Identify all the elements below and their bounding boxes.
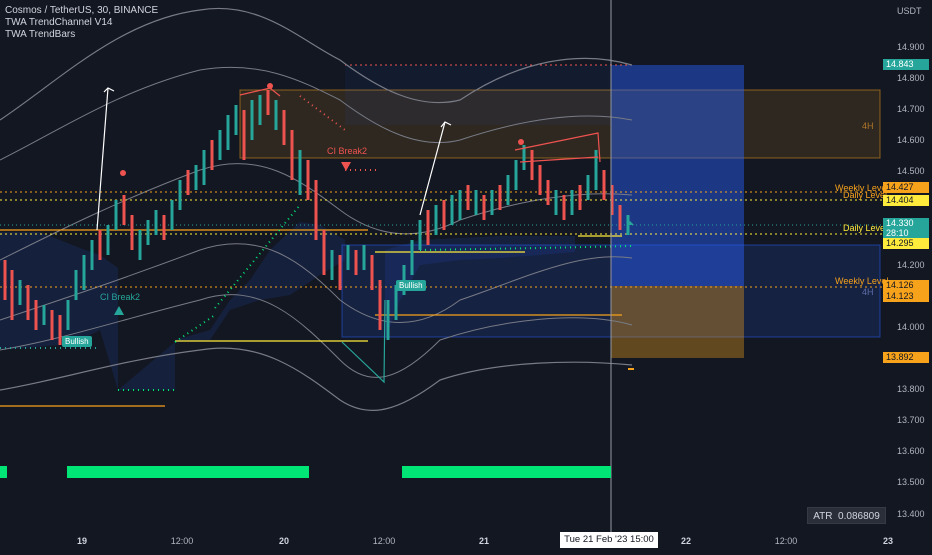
- crosshair-time-label: Tue 21 Feb '23 15:00: [560, 532, 658, 548]
- price-tag: 14.427: [883, 182, 929, 193]
- time-tick: 12:00: [774, 536, 798, 546]
- time-tick: 12:00: [372, 536, 396, 546]
- price-tag: 14.330: [883, 218, 929, 229]
- time-tick: 21: [478, 536, 490, 546]
- atr-indicator[interactable]: ATR 0.086809: [807, 507, 886, 524]
- trend-bar: [67, 466, 309, 478]
- daily-level-label: Daily Level: [843, 190, 888, 200]
- price-tag: 14.295: [883, 238, 929, 249]
- trend-bar: [402, 466, 611, 478]
- price-tick: 14.800: [897, 73, 925, 84]
- bullish-badge: Bullish: [396, 280, 426, 291]
- indicator-trendchannel[interactable]: TWA TrendChannel V14: [5, 17, 113, 28]
- price-tick: 14.900: [897, 42, 925, 52]
- channel-upper-inner: [0, 66, 633, 161]
- time-tick: 19: [76, 536, 88, 546]
- price-tick: 13.700: [897, 415, 925, 426]
- price-tag: 28:10: [883, 228, 929, 239]
- time-tick: 12:00: [170, 536, 194, 546]
- trend-channel-fill: [0, 222, 575, 390]
- zone-4h-label: 4H: [862, 121, 874, 131]
- price-tick: 14.500: [897, 166, 925, 177]
- price-tag: 14.843: [883, 59, 929, 70]
- time-tick: 23: [882, 536, 894, 546]
- price-tag: 14.404: [883, 195, 929, 206]
- channel-lower-outer: [0, 347, 633, 411]
- channel-lower-inner: [0, 294, 633, 378]
- symbol-title[interactable]: Cosmos / TetherUS, 30, BINANCE: [5, 5, 159, 16]
- candles: [3, 90, 630, 345]
- bullish-badge: Bullish: [62, 336, 92, 347]
- bull-break-marker: [114, 306, 124, 315]
- trend-bar: [0, 466, 7, 478]
- channel-upper-outer: [0, 7, 633, 121]
- position-stop-zone: [611, 286, 744, 358]
- price-tick: 13.800: [897, 384, 925, 395]
- trend-arrow: [419, 121, 446, 216]
- price-tick: 14.700: [897, 104, 925, 115]
- weekly-level-label: Weekly Level: [835, 183, 889, 193]
- ci-break-bull-label: CI Break2: [100, 292, 141, 302]
- time-tick: 20: [278, 536, 290, 546]
- price-tick: 13.500: [897, 477, 925, 488]
- position-target-zone: [611, 65, 744, 286]
- price-tick: 14.200: [897, 259, 925, 270]
- price-tag: 14.126: [883, 280, 929, 291]
- chart-legend: Cosmos / TetherUS, 30, BINANCE TWA Trend…: [5, 5, 158, 41]
- weekly-level-label: Weekly Level: [835, 276, 889, 286]
- time-tick: 22: [680, 536, 692, 546]
- price-tick: 14.000: [897, 321, 925, 332]
- zone-4h-upper: [239, 89, 881, 159]
- trend-arrow: [96, 87, 109, 231]
- zone-4h-label: 4H: [862, 287, 874, 297]
- atr-label: ATR: [813, 511, 833, 522]
- atr-value: 0.086809: [838, 511, 880, 522]
- price-tick: 14.600: [897, 135, 925, 146]
- channel-mid-lower: [0, 243, 633, 323]
- bear-break-marker: [341, 162, 351, 171]
- price-tag: 14.123: [883, 291, 929, 302]
- indicator-trendbars[interactable]: TWA TrendBars: [5, 29, 76, 40]
- price-tick: 13.400: [897, 508, 925, 519]
- ci-break-bear-label: CI Break2: [327, 146, 368, 156]
- daily-level-label: Daily Level: [843, 223, 888, 233]
- position-projection: [345, 65, 611, 125]
- price-unit: USDT: [897, 6, 922, 16]
- price-tick: 13.600: [897, 446, 925, 457]
- price-tag: 13.892: [883, 352, 929, 363]
